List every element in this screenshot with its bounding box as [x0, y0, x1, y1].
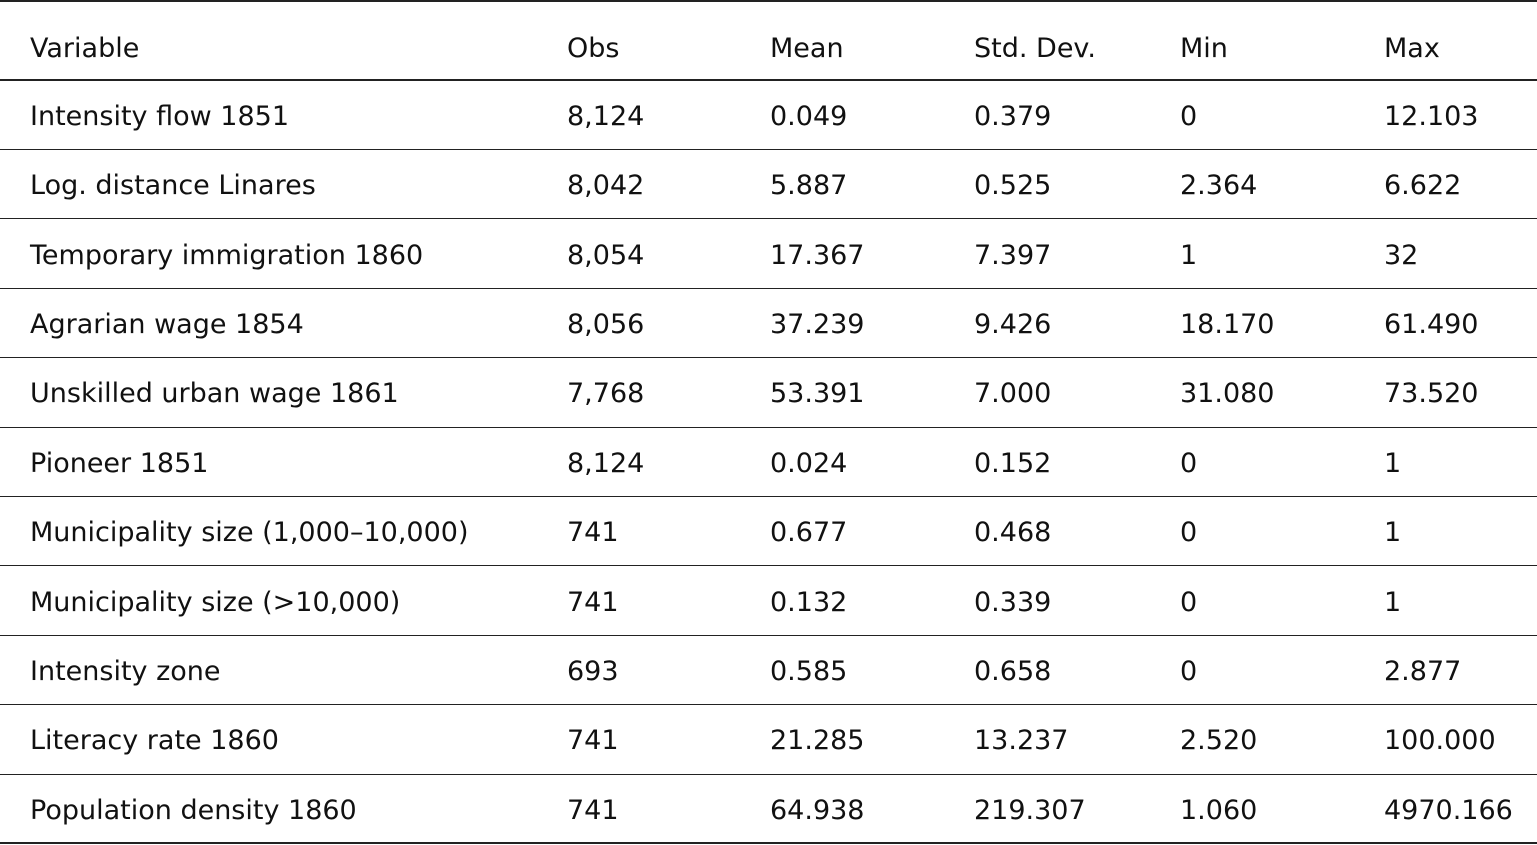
value-cell: 0.677	[770, 517, 848, 549]
value-cell: 13.237	[974, 725, 1069, 757]
row-label: Municipality size (1,000–10,000)	[30, 517, 469, 549]
value-cell: 7.000	[974, 378, 1052, 410]
value-cell: 9.426	[974, 308, 1052, 340]
value-cell: 2.520	[1180, 725, 1258, 757]
header-cell: Variable	[30, 33, 140, 64]
value-cell: 8,124	[567, 447, 645, 479]
row-rule	[0, 634, 1537, 636]
value-cell: 1	[1384, 447, 1402, 479]
row-label: Pioneer 1851	[30, 447, 209, 479]
value-cell: 18.170	[1180, 308, 1275, 340]
value-cell: 0	[1180, 517, 1198, 549]
value-cell: 0	[1180, 586, 1198, 618]
header-cell: Obs	[567, 33, 620, 64]
row-rule	[0, 148, 1537, 150]
value-cell: 8,054	[567, 239, 645, 271]
row-rule	[0, 357, 1537, 359]
value-cell: 8,124	[567, 100, 645, 132]
top-rule	[0, 0, 1537, 2]
value-cell: 5.887	[770, 170, 848, 202]
row-label: Municipality size (>10,000)	[30, 586, 401, 618]
value-cell: 0.152	[974, 447, 1052, 479]
row-rule	[0, 218, 1537, 220]
value-cell: 0	[1180, 447, 1198, 479]
value-cell: 21.285	[770, 725, 865, 757]
value-cell: 0.379	[974, 100, 1052, 132]
value-cell: 1	[1384, 586, 1402, 618]
value-cell: 1.060	[1180, 794, 1258, 826]
row-rule	[0, 565, 1537, 567]
value-cell: 6.622	[1384, 170, 1462, 202]
value-cell: 0.132	[770, 586, 848, 618]
value-cell: 37.239	[770, 308, 865, 340]
header-rule	[0, 79, 1537, 81]
value-cell: 0.339	[974, 586, 1052, 618]
row-label: Log. distance Linares	[30, 170, 316, 202]
value-cell: 100.000	[1384, 725, 1496, 757]
value-cell: 1	[1180, 239, 1198, 271]
row-rule	[0, 495, 1537, 497]
row-label: Intensity zone	[30, 655, 221, 687]
value-cell: 0	[1180, 655, 1198, 687]
row-rule	[0, 704, 1537, 706]
value-cell: 8,056	[567, 308, 645, 340]
value-cell: 219.307	[974, 794, 1086, 826]
row-label: Population density 1860	[30, 794, 357, 826]
header-cell: Max	[1384, 33, 1440, 64]
value-cell: 0.024	[770, 447, 848, 479]
value-cell: 8,042	[567, 170, 645, 202]
value-cell: 64.938	[770, 794, 865, 826]
row-label: Intensity flow 1851	[30, 100, 290, 132]
value-cell: 0.468	[974, 517, 1052, 549]
header-cell: Std. Dev.	[974, 33, 1096, 64]
value-cell: 7.397	[974, 239, 1052, 271]
value-cell: 7,768	[567, 378, 645, 410]
row-label: Agrarian wage 1854	[30, 308, 304, 340]
value-cell: 17.367	[770, 239, 865, 271]
value-cell: 2.877	[1384, 655, 1462, 687]
value-cell: 0	[1180, 100, 1198, 132]
value-cell: 741	[567, 586, 619, 618]
row-label: Literacy rate 1860	[30, 725, 279, 757]
value-cell: 0.525	[974, 170, 1052, 202]
value-cell: 741	[567, 725, 619, 757]
row-label: Temporary immigration 1860	[30, 239, 424, 271]
value-cell: 693	[567, 655, 619, 687]
value-cell: 61.490	[1384, 308, 1479, 340]
value-cell: 12.103	[1384, 100, 1479, 132]
value-cell: 0.585	[770, 655, 848, 687]
value-cell: 741	[567, 794, 619, 826]
header-cell: Mean	[770, 33, 844, 64]
value-cell: 1	[1384, 517, 1402, 549]
value-cell: 31.080	[1180, 378, 1275, 410]
row-rule	[0, 287, 1537, 289]
row-rule	[0, 426, 1537, 428]
row-rule	[0, 773, 1537, 775]
value-cell: 0.049	[770, 100, 848, 132]
value-cell: 0.658	[974, 655, 1052, 687]
value-cell: 2.364	[1180, 170, 1258, 202]
row-label: Unskilled urban wage 1861	[30, 378, 399, 410]
value-cell: 741	[567, 517, 619, 549]
value-cell: 32	[1384, 239, 1419, 271]
value-cell: 53.391	[770, 378, 865, 410]
bottom-rule	[0, 842, 1537, 845]
value-cell: 4970.166	[1384, 794, 1513, 826]
value-cell: 73.520	[1384, 378, 1479, 410]
header-cell: Min	[1180, 33, 1228, 64]
